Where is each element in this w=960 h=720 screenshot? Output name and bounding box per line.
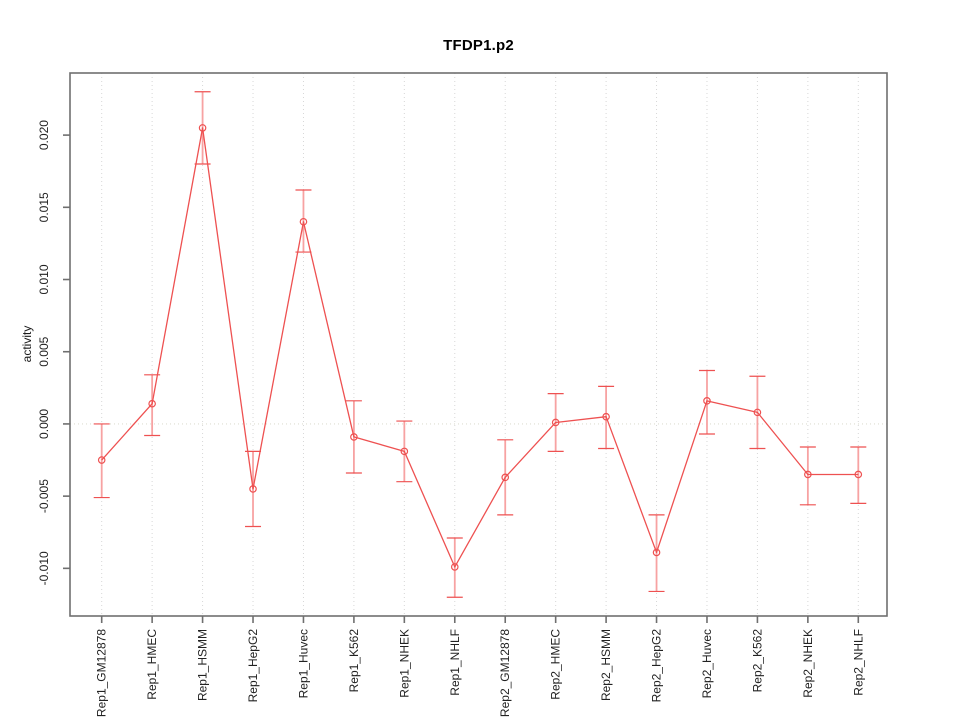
data-point [350, 433, 358, 441]
y-tick-label: -0.005 [37, 479, 51, 513]
chart-title: TFDP1.p2 [443, 37, 514, 54]
y-tick-label: 0.000 [37, 409, 51, 439]
x-tick-label: Rep1_NHLF [448, 629, 462, 696]
x-tick-label: Rep1_NHEK [397, 629, 411, 698]
data-point [97, 456, 106, 464]
x-tick-label: Rep1_GM12878 [95, 629, 109, 717]
x-tick-label: Rep1_HMEC [145, 629, 159, 700]
data-point [804, 470, 812, 479]
x-tick-label: Rep2_NHLF [851, 629, 865, 696]
x-tick-label: Rep2_HMEC [549, 629, 563, 700]
x-tick-label: Rep1_Huvec [296, 629, 310, 698]
data-point [249, 485, 257, 493]
data-point [854, 470, 863, 479]
data-point [753, 408, 762, 417]
data-point [703, 397, 711, 405]
y-tick-label: 0.015 [37, 192, 51, 222]
data-point [299, 217, 308, 226]
y-tick-label: 0.020 [37, 120, 51, 150]
plot-frame [69, 72, 888, 617]
y-tick-label: 0.005 [37, 336, 51, 366]
data-point [400, 447, 409, 456]
x-tick-label: Rep2_NHEK [801, 629, 815, 698]
data-point [148, 399, 156, 408]
x-tick-label: Rep1_HepG2 [246, 629, 260, 703]
y-tick-label: -0.010 [37, 551, 51, 585]
x-tick-label: Rep1_K562 [347, 629, 361, 693]
data-point [450, 563, 459, 571]
series-line [101, 127, 859, 568]
data-point [602, 412, 610, 421]
y-tick-label: 0.010 [37, 264, 51, 294]
data-point [501, 473, 510, 482]
data-point [551, 418, 560, 427]
x-tick-label: Rep2_HSMM [599, 629, 613, 701]
data-point [652, 548, 661, 557]
x-tick-label: Rep1_HSMM [196, 629, 210, 701]
x-tick-label: Rep2_K562 [750, 629, 764, 693]
x-tick-label: Rep2_HepG2 [650, 629, 664, 703]
x-tick-label: Rep2_GM12878 [498, 629, 512, 717]
x-tick-label: Rep2_Huvec [700, 629, 714, 698]
data-point [198, 124, 207, 132]
